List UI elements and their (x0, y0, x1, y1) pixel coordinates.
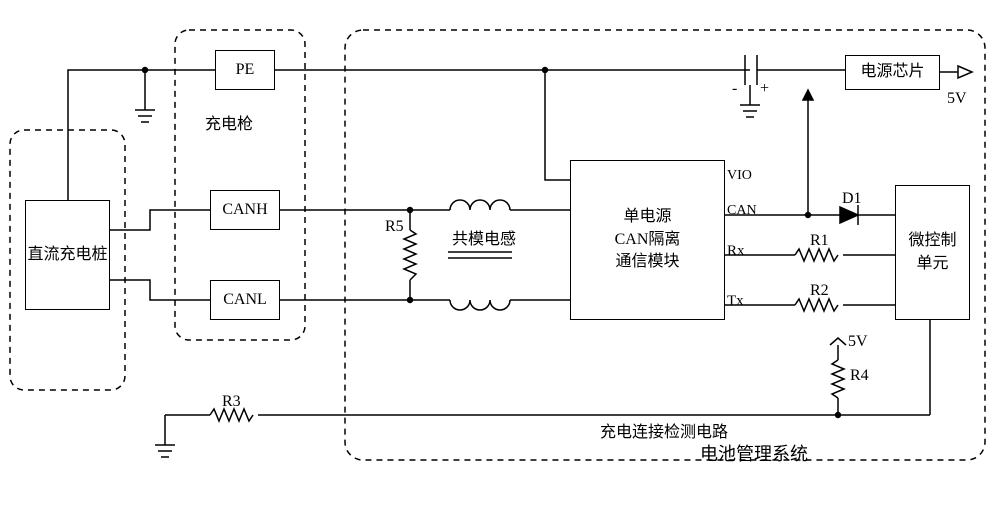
r3-label: R3 (222, 393, 241, 411)
tx-pin-label: Tx (727, 293, 744, 310)
bms-title: 电池管理系统 (700, 440, 808, 466)
pe-label: PE (236, 59, 255, 81)
cap-minus: - (732, 80, 737, 98)
canl-label: CANL (223, 289, 267, 311)
vio-pin-label: VIO (727, 168, 752, 184)
mcu-box: 微控制 单元 (895, 185, 970, 320)
rx-pin-label: Rx (727, 243, 745, 260)
power-chip-label: 电源芯片 (860, 61, 924, 83)
charging-gun-title: 充电枪 (205, 110, 253, 134)
canh-label: CANH (222, 199, 267, 221)
r4-label: R4 (850, 367, 869, 385)
power-chip-box: 电源芯片 (845, 55, 940, 90)
dc-charging-pile-box: 直流充电桩 (25, 200, 110, 310)
r5-label: R5 (385, 218, 404, 236)
can-pin-label: CAN (727, 203, 757, 219)
r2-label: R2 (810, 282, 829, 300)
detect-circuit-label: 充电连接检测电路 (600, 418, 728, 442)
dc-charging-pile-label: 直流充电桩 (27, 244, 107, 266)
mcu-label: 微控制 单元 (908, 230, 956, 275)
v5-top-label: 5V (947, 90, 967, 108)
r1-label: R1 (810, 232, 829, 250)
d1-label: D1 (842, 190, 862, 208)
cap-plus: + (760, 80, 769, 98)
canl-box: CANL (210, 280, 280, 320)
canh-box: CANH (210, 190, 280, 230)
can-isolation-module-box: 单电源 CAN隔离 通信模块 (570, 160, 725, 320)
can-isolation-module-label: 单电源 CAN隔离 通信模块 (615, 206, 681, 273)
v5-mid-label: 5V (848, 333, 868, 351)
common-mode-inductor-label: 共模电感 (452, 225, 516, 249)
pe-box: PE (215, 50, 275, 90)
